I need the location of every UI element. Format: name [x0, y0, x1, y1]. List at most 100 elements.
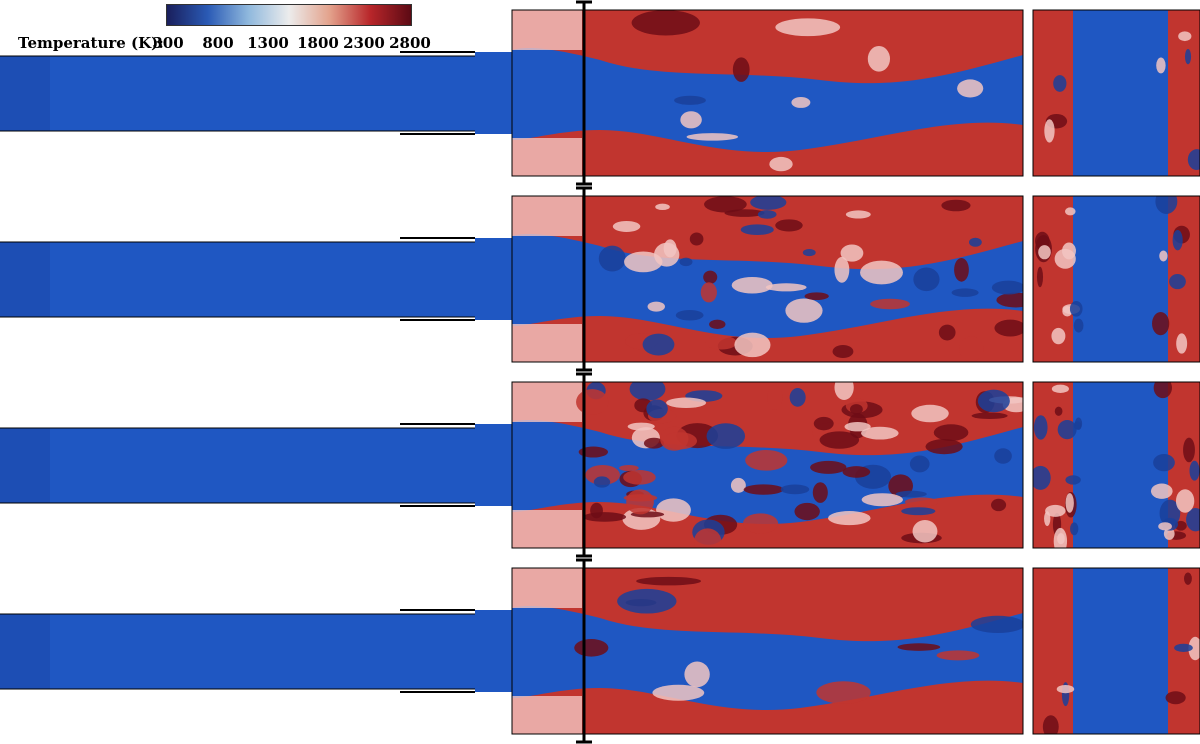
turbulent-eddy	[860, 260, 903, 285]
turbulent-eddy	[769, 156, 793, 172]
turbulent-eddy	[941, 199, 971, 212]
cross-section-eddy	[1045, 504, 1066, 517]
cross-section-eddy	[1159, 250, 1168, 262]
corner-recirculation-top	[512, 10, 582, 50]
turbulent-eddy	[951, 288, 979, 297]
cross-section-eddy	[1038, 245, 1051, 260]
turbulent-eddy	[636, 576, 702, 586]
panel-case-4	[0, 558, 1200, 744]
turbulent-eddy	[936, 650, 980, 661]
cross-section-view	[1033, 568, 1200, 734]
turbulent-eddy	[590, 502, 603, 519]
turbulent-eddy	[674, 95, 706, 105]
upper-flame-zone	[512, 568, 1023, 642]
cross-section-eddy	[1051, 384, 1069, 394]
turbulent-eddy	[971, 412, 1008, 420]
turbulent-eddy	[706, 423, 746, 449]
cross-section-view	[1033, 196, 1200, 362]
cross-section-eddy	[1033, 415, 1048, 440]
inlet-duct	[0, 614, 512, 689]
turbulent-eddy	[904, 497, 940, 507]
turbulent-eddy	[849, 404, 863, 415]
inlet-duct	[0, 428, 512, 503]
cross-section-eddy	[1172, 230, 1183, 251]
colorbar-tick-2800: 2800	[389, 34, 431, 52]
turbulent-eddy	[675, 309, 704, 321]
turbulent-eddy	[623, 470, 656, 485]
turbulent-eddy	[740, 224, 774, 236]
cross-section-eddy	[1057, 533, 1065, 545]
colorbar-gradient	[166, 4, 412, 26]
turbulent-eddy	[845, 210, 871, 219]
turbulent-eddy	[780, 484, 810, 495]
cross-section-eddy	[1051, 327, 1066, 345]
turbulent-eddy	[582, 512, 627, 522]
combustion-chamber	[512, 382, 1023, 548]
turbulent-eddy	[732, 57, 750, 82]
turbulent-eddy	[629, 382, 666, 401]
cross-section-eddy	[1153, 382, 1172, 399]
inlet-duct	[0, 56, 512, 131]
turbulent-eddy	[812, 482, 828, 503]
inlet-neck	[475, 424, 512, 506]
turbulent-eddy	[789, 387, 806, 407]
cross-section-outline	[1032, 195, 1200, 363]
corner-recirculation-bottom	[512, 696, 582, 734]
cross-section-eddy	[1152, 311, 1170, 336]
turbulent-eddy	[810, 460, 847, 474]
turbulent-eddy	[619, 465, 639, 472]
turbulent-eddy	[734, 332, 771, 358]
cross-section-eddy	[1070, 522, 1079, 536]
turbulent-eddy	[804, 292, 829, 301]
turbulent-eddy	[957, 79, 984, 98]
panel-case-1	[0, 0, 1200, 186]
turbulent-eddy	[785, 298, 823, 323]
cross-section-eddy	[1033, 465, 1051, 490]
cross-section-eddy	[1156, 57, 1166, 74]
cross-section-outline	[1032, 381, 1200, 549]
turbulent-eddy	[912, 520, 938, 543]
cross-section-eddy	[1186, 507, 1200, 532]
cross-section-outline	[1032, 567, 1200, 735]
turbulent-eddy	[832, 344, 854, 359]
turbulent-eddy	[977, 389, 1010, 413]
turbulent-eddy	[925, 439, 963, 455]
turbulent-eddy	[655, 203, 670, 211]
cross-section-eddy	[1169, 274, 1186, 290]
turbulent-eddy	[911, 404, 949, 423]
turbulent-eddy	[991, 498, 1007, 512]
lower-flame-zone	[512, 680, 1023, 734]
cross-section-eddy	[1069, 300, 1083, 317]
cross-section-eddy	[1184, 49, 1192, 65]
colorbar-tick-1800: 1800	[297, 34, 339, 52]
cross-section-eddy	[1042, 715, 1059, 734]
turbulent-eddy	[968, 237, 982, 247]
inlet-duct-shade	[0, 56, 50, 131]
turbulent-eddy	[954, 257, 969, 282]
turbulent-eddy	[642, 333, 675, 356]
cross-section-eddy	[1056, 684, 1075, 694]
turbulent-eddy	[834, 382, 854, 400]
lower-flame-zone	[512, 122, 1023, 176]
cross-section-view	[1033, 382, 1200, 548]
turbulent-eddy	[765, 283, 807, 292]
cross-section-flame-left	[1033, 382, 1073, 548]
cross-section-flame-left	[1033, 568, 1073, 734]
turbulent-eddy	[828, 511, 871, 526]
turbulent-eddy	[994, 448, 1012, 464]
cross-section-eddy	[1150, 483, 1173, 499]
cross-section-eddy	[1036, 266, 1044, 288]
corner-recirculation-bottom	[512, 138, 582, 176]
cross-section-flame-left	[1033, 10, 1073, 176]
chamber-outline	[511, 567, 1024, 735]
cross-section-eddy	[1065, 493, 1074, 513]
cross-section-eddy	[1175, 489, 1195, 513]
inlet-duct-shade	[0, 242, 50, 317]
turbulent-eddy	[959, 336, 984, 362]
colorbar-tick-300: 300	[152, 34, 184, 52]
cross-section-eddy	[1065, 207, 1076, 216]
corner-recirculation-bottom	[512, 510, 582, 548]
turbulent-eddy	[861, 493, 903, 507]
turbulent-eddy	[703, 270, 718, 284]
